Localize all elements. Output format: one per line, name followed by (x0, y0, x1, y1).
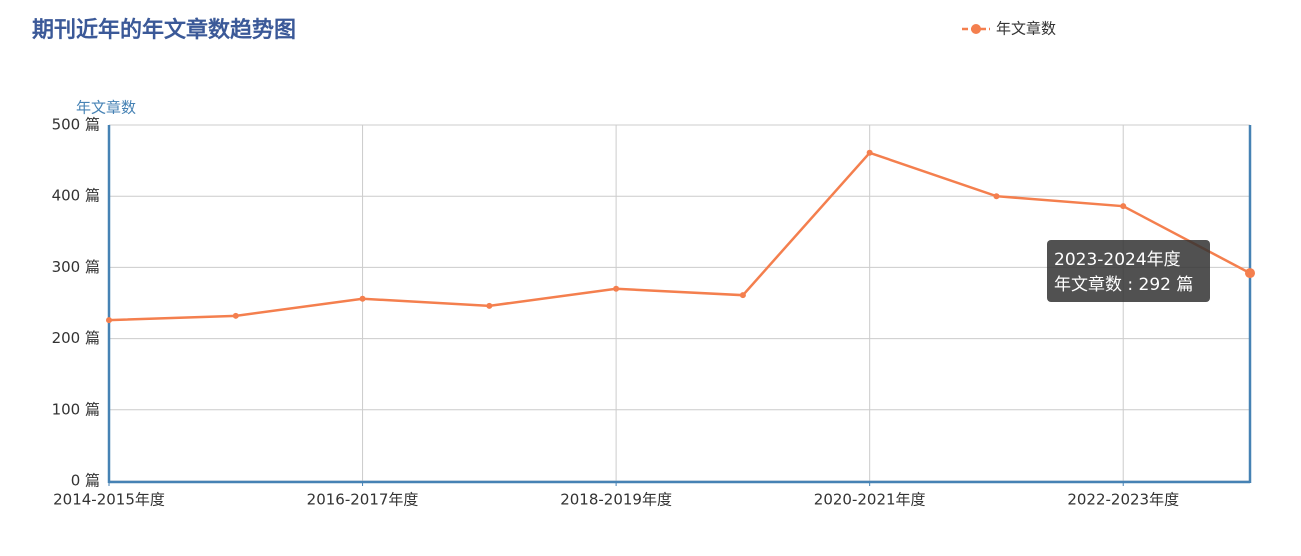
point (232, 312, 239, 319)
y-tick-label: 500 篇 (52, 116, 100, 134)
x-tick-label: 2016-2017年度 (307, 491, 419, 509)
tooltip-title: 2023-2024年度 (1054, 250, 1181, 270)
y-tick-label: 0 篇 (71, 472, 100, 490)
x-tick-label: 2020-2021年度 (814, 491, 926, 509)
series-line (108, 151, 1251, 322)
point (739, 292, 746, 299)
tooltip (1047, 240, 1210, 302)
point (1245, 268, 1255, 279)
y-tick-label: 200 篇 (52, 329, 100, 347)
point (359, 295, 366, 302)
point (1120, 203, 1127, 210)
legend-label: 年文章数 (996, 20, 1056, 38)
point (106, 317, 112, 324)
tooltip-text: 年文章数 : 292 篇 (1054, 275, 1193, 295)
chart-title: 期刊近年的年文章数趋势图 (32, 17, 296, 43)
x-tick-label: 2022-2023年度 (1067, 491, 1179, 509)
point (486, 302, 493, 309)
x-tick-label: 2014-2015年度 (53, 491, 165, 509)
y-tick-label: 400 篇 (52, 187, 100, 205)
y-tick-label: 300 篇 (52, 258, 100, 276)
legend-marker (971, 24, 981, 34)
y-axis-title: 年文章数 (76, 99, 136, 117)
point (613, 285, 620, 292)
point (866, 149, 873, 156)
point (993, 193, 1000, 200)
x-tick-label: 2018-2019年度 (560, 491, 672, 509)
y-tick-label: 100 篇 (52, 400, 100, 418)
